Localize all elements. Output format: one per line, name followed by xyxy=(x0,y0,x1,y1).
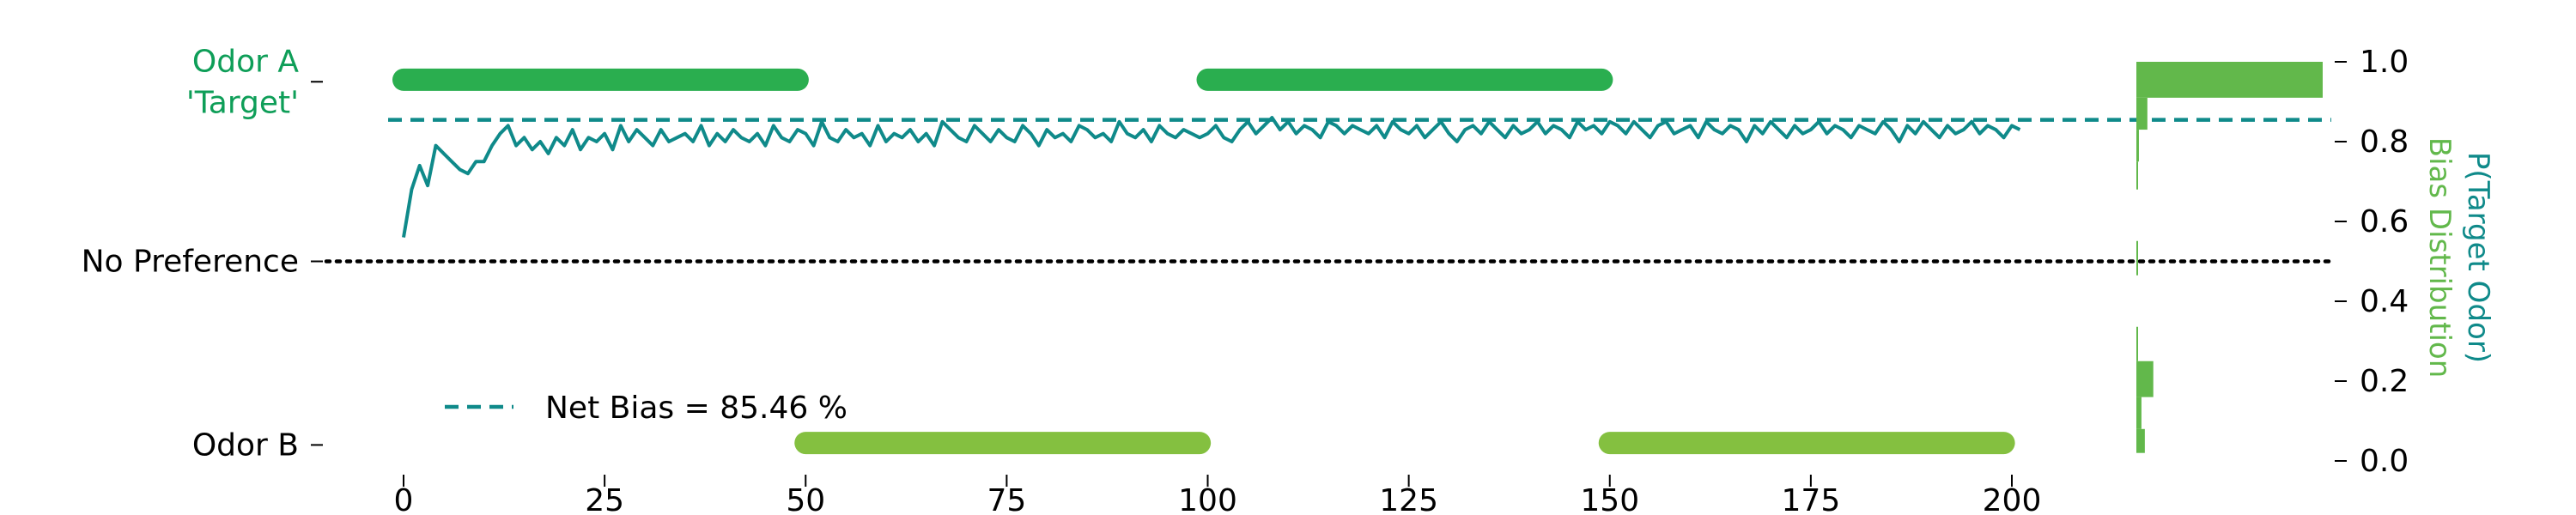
left-label-0-line-0: Odor A xyxy=(192,44,299,79)
histogram-bar-2 xyxy=(2136,360,2154,397)
x-tick-label-100: 100 xyxy=(1178,483,1237,515)
x-tick-label-150: 150 xyxy=(1580,483,1639,515)
right-axis-label-p-target: P(Target Odor) xyxy=(2461,152,2495,363)
y-tick-label-0.6: 0.6 xyxy=(2360,204,2409,239)
x-tick-label-25: 25 xyxy=(585,483,624,515)
odor-blocks-layer xyxy=(392,68,2015,455)
left-label-1-line-0: No Preference xyxy=(82,245,299,280)
x-tick-label-50: 50 xyxy=(786,483,825,515)
y-tick-label-0: 0.0 xyxy=(2360,444,2409,479)
left-label-2-line-0: Odor B xyxy=(192,427,299,463)
x-tick-label-0: 0 xyxy=(394,483,414,515)
legend-label-net-bias: Net Bias = 85.46 % xyxy=(545,391,848,426)
y-tick-label-0.2: 0.2 xyxy=(2360,364,2409,399)
x-axis: 0 25 50 75 100 125 150 175 200 xyxy=(394,475,2042,515)
x-tick-label-75: 75 xyxy=(987,483,1026,515)
y-tick-label-0.4: 0.4 xyxy=(2360,284,2409,319)
histogram-layer xyxy=(2136,62,2323,453)
y-tick-label-0.8: 0.8 xyxy=(2360,124,2409,160)
x-tick-label-175: 175 xyxy=(1782,483,1841,515)
histogram-bar-1 xyxy=(2136,397,2142,429)
x-tick-label-125: 125 xyxy=(1379,483,1438,515)
x-tick-label-200: 200 xyxy=(1983,483,2042,515)
left-y-labels: Odor A 'Target' No Preference Odor B xyxy=(82,44,323,463)
y-tick-label-1: 1.0 xyxy=(2360,45,2409,80)
histogram-bar-5 xyxy=(2136,62,2323,98)
histogram-bar-0 xyxy=(2136,428,2145,453)
series-line-0 xyxy=(402,116,2021,238)
left-label-0-line-1: 'Target' xyxy=(186,85,299,120)
trace-layer xyxy=(402,116,2021,238)
histogram-bar-3 xyxy=(2136,130,2139,162)
legend: Net Bias = 85.46 % xyxy=(445,391,848,426)
right-axis-label-bias-distribution: Bias Distribution xyxy=(2422,137,2457,378)
right-y-axis: P(Target Odor) Bias Distribution 0.0 0.2 0… xyxy=(2335,45,2495,479)
histogram-bar-4 xyxy=(2136,97,2148,130)
